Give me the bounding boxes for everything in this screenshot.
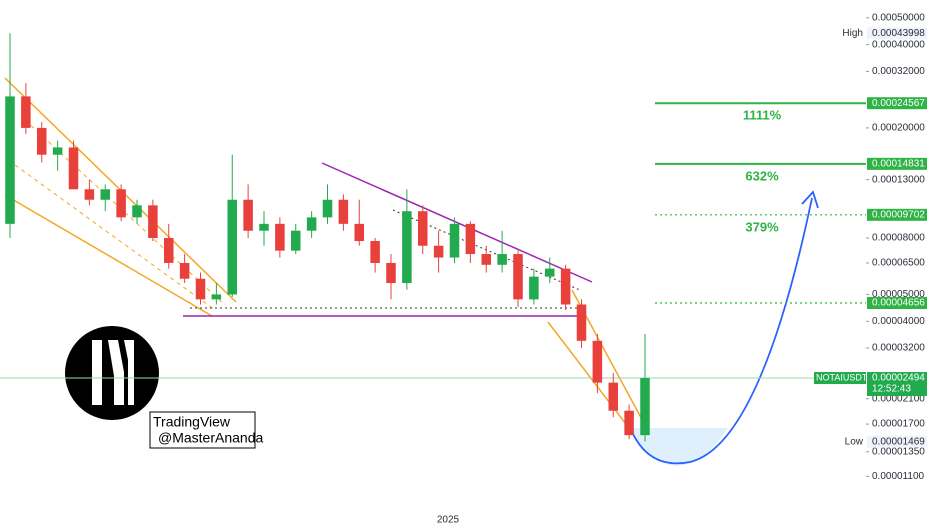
countdown: 12:52:43 bbox=[872, 384, 911, 395]
gain-label: 379% bbox=[745, 219, 779, 234]
channel-line bbox=[4, 194, 213, 317]
candle-body bbox=[544, 268, 555, 277]
candle-body bbox=[322, 199, 333, 218]
candle-body bbox=[513, 254, 523, 300]
channel-mid bbox=[14, 164, 216, 311]
candle-body bbox=[370, 241, 380, 263]
symbol-label: NOTAIUSDT bbox=[816, 372, 868, 382]
candle-body bbox=[52, 147, 63, 155]
level-box bbox=[867, 157, 927, 170]
x-tick-label: 2025 bbox=[437, 515, 460, 524]
watermark-box bbox=[149, 411, 256, 449]
y-tick-label: 0.00005000 bbox=[872, 289, 925, 300]
candle-body bbox=[354, 223, 365, 242]
last-price-box bbox=[867, 372, 927, 397]
candle-body bbox=[68, 147, 79, 190]
candle-body bbox=[36, 127, 47, 155]
candle-body bbox=[116, 189, 126, 218]
y-tick-label: 0.00001100 bbox=[872, 471, 925, 482]
drawings: TradingView @MasterAnanda 1111% 632% 379% bbox=[4, 77, 866, 466]
candle-body bbox=[608, 382, 619, 411]
candle-body bbox=[592, 340, 603, 383]
candle-body bbox=[163, 237, 174, 263]
y-tick-label: 0.00040000 bbox=[872, 39, 925, 50]
candles bbox=[0, 33, 866, 442]
candle-body bbox=[481, 254, 492, 265]
level-box bbox=[867, 97, 927, 110]
marker-label: 0.00001469 bbox=[872, 436, 925, 447]
candle-body bbox=[259, 223, 269, 231]
candle-body bbox=[402, 211, 412, 284]
level-label: 0.00009702 bbox=[872, 209, 925, 220]
y-tick-label: 0.00032000 bbox=[872, 66, 925, 77]
logo-mark bbox=[92, 340, 134, 405]
channel-line bbox=[547, 321, 633, 433]
candle-body bbox=[290, 230, 301, 251]
y-tick-label: 0.00006500 bbox=[872, 258, 925, 269]
candle-body bbox=[5, 96, 15, 224]
marker-name: High bbox=[842, 28, 863, 39]
projection-arrow bbox=[631, 197, 813, 465]
last-price-label: 0.00002494 bbox=[872, 373, 925, 384]
marker-name: Low bbox=[845, 436, 864, 447]
candle-body bbox=[195, 278, 206, 300]
candle-body bbox=[100, 189, 111, 200]
level-label: 0.00014831 bbox=[872, 158, 925, 169]
logo bbox=[65, 326, 159, 420]
y-tick-label: 0.00002100 bbox=[872, 393, 925, 404]
watermark-line: @MasterAnanda bbox=[158, 430, 263, 446]
y-tick-label: 0.00013000 bbox=[872, 174, 925, 185]
candle-body bbox=[529, 276, 539, 300]
marker-label: 0.00043998 bbox=[872, 28, 925, 39]
candle-body bbox=[640, 378, 650, 436]
gain-label: 632% bbox=[745, 168, 779, 183]
y-tick-label: 0.00004000 bbox=[872, 316, 925, 327]
y-tick-label: 0.00001350 bbox=[872, 446, 925, 457]
candle-body bbox=[449, 223, 460, 258]
target-zone bbox=[630, 428, 728, 466]
candle-body bbox=[576, 304, 587, 341]
triangle-top bbox=[321, 162, 593, 283]
level-box bbox=[867, 208, 927, 221]
candle-body bbox=[84, 189, 95, 200]
candle-body bbox=[560, 268, 571, 305]
candle-body bbox=[211, 294, 222, 300]
arrow-head bbox=[801, 190, 819, 209]
candle-body bbox=[465, 223, 476, 255]
candle-body bbox=[243, 199, 253, 231]
y-tick-label: 0.00020000 bbox=[872, 123, 925, 134]
symbol-box bbox=[814, 372, 866, 385]
candle-body bbox=[386, 262, 396, 284]
candle-body bbox=[132, 205, 142, 218]
candle-body bbox=[21, 96, 31, 128]
level-label: 0.00024567 bbox=[872, 98, 925, 109]
y-tick-label: 0.00003200 bbox=[872, 343, 925, 354]
y-tick-label: 0.00050000 bbox=[872, 12, 925, 23]
level-box bbox=[867, 297, 927, 310]
level-label: 0.00004656 bbox=[872, 298, 925, 309]
candle-body bbox=[306, 217, 317, 231]
y-tick-label: 0.00001700 bbox=[872, 419, 925, 430]
gain-label: 1111% bbox=[743, 108, 782, 123]
candle-body bbox=[275, 223, 285, 251]
y-tick-label: 0.00008000 bbox=[872, 233, 925, 244]
candle-body bbox=[417, 211, 428, 246]
price-axis: 0.00050000 0.00040000 0.00032000 0.00020000… bbox=[814, 0, 932, 524]
marker-box bbox=[867, 435, 927, 448]
candle-body bbox=[433, 245, 444, 258]
candle-body bbox=[179, 262, 190, 279]
candle-body bbox=[624, 410, 634, 436]
candle-body bbox=[227, 199, 238, 295]
candle-body bbox=[338, 199, 349, 224]
candle-body bbox=[497, 254, 507, 265]
marker-box bbox=[867, 27, 927, 40]
watermark-line: TradingView bbox=[153, 414, 231, 430]
candle-body bbox=[148, 205, 158, 238]
